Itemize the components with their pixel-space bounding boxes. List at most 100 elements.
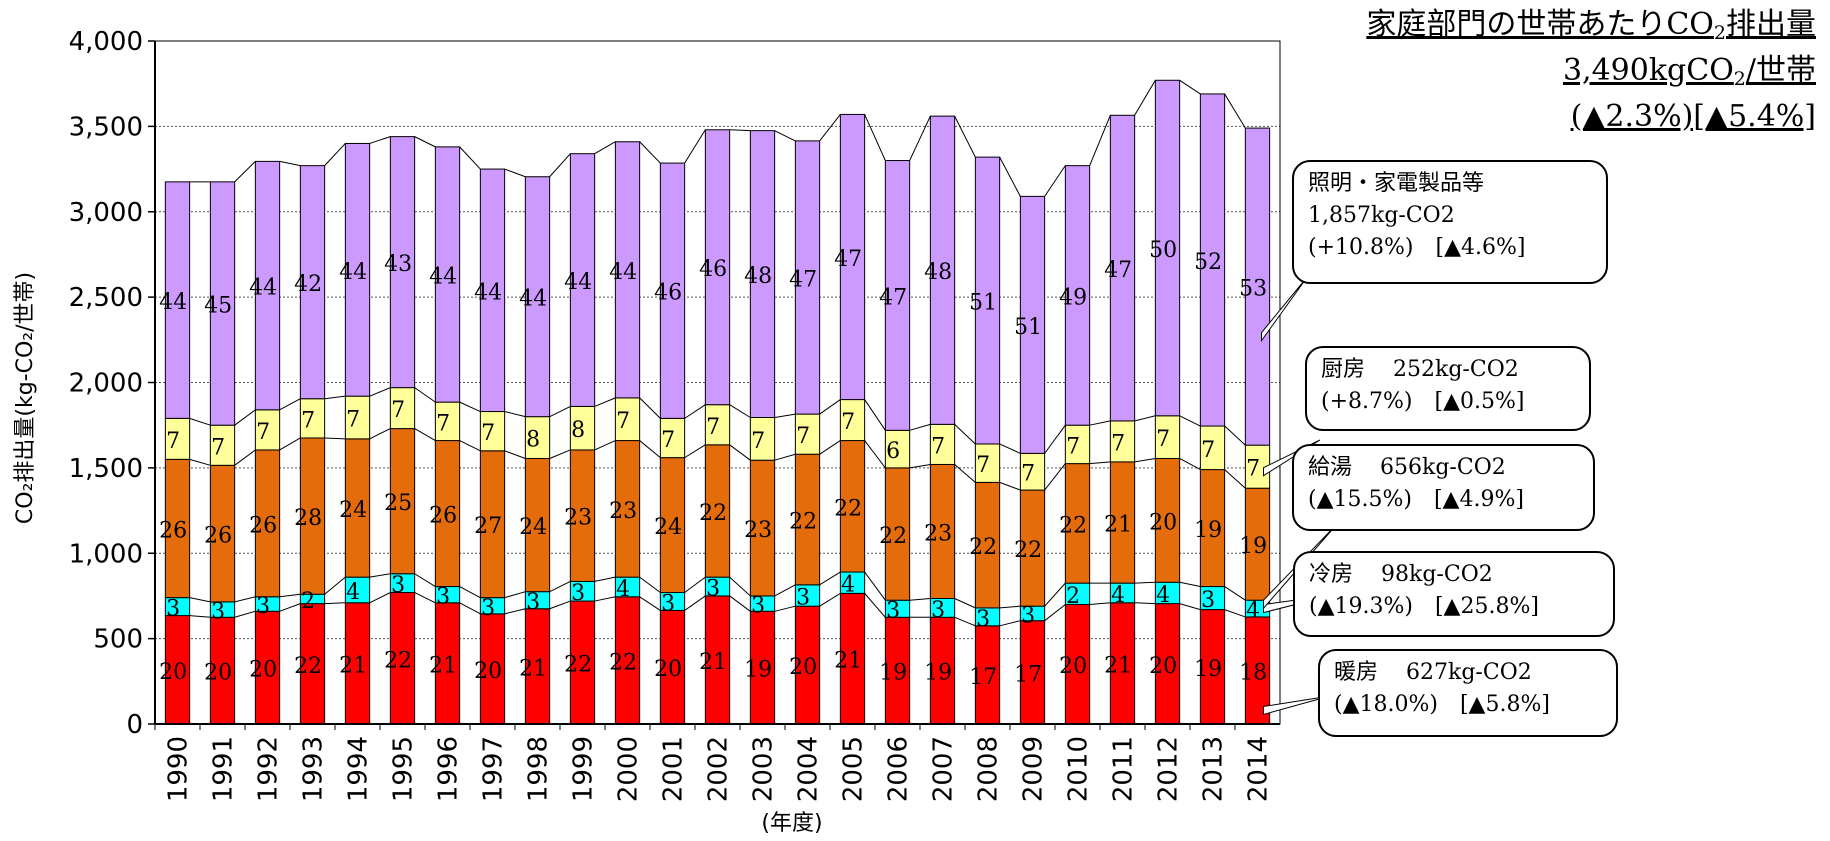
- connector-line: [639, 397, 661, 419]
- x-tick-label: 2000: [614, 736, 644, 802]
- connector-line: [639, 440, 661, 459]
- segment-label: 20: [789, 655, 817, 680]
- segment-label: 3: [706, 577, 720, 602]
- bar-segment: [1199, 425, 1226, 471]
- bar-segment: [299, 165, 326, 400]
- segment-label: 20: [654, 657, 682, 682]
- segment-label: 3: [796, 586, 810, 611]
- segment-label: 18: [1239, 660, 1267, 685]
- bar-segment: [794, 413, 821, 455]
- segment-label: 3: [661, 591, 675, 616]
- bar-segment: [1109, 461, 1136, 584]
- connector-line: [684, 576, 706, 593]
- title-line-1: 家庭部門の世帯あたりCO2排出量: [1366, 7, 1816, 44]
- segment-label: 44: [429, 265, 457, 290]
- connector-line: [414, 428, 436, 441]
- segment-label: 24: [339, 498, 367, 523]
- connector-line: [1179, 415, 1201, 427]
- connector-line: [1224, 93, 1246, 129]
- segment-label: 22: [699, 501, 727, 526]
- connector-line: [459, 146, 481, 170]
- segment-label: 2: [1066, 584, 1080, 609]
- connector-line: [729, 595, 751, 612]
- x-tick-label: 2012: [1154, 736, 1184, 802]
- connector-line: [1224, 609, 1246, 618]
- segment-label: 3: [526, 590, 540, 615]
- y-tick-label: 3,000: [69, 198, 143, 228]
- y-tick-label: 500: [93, 625, 143, 655]
- bar-segment: [659, 457, 686, 594]
- y-tick-label: 0: [126, 710, 143, 740]
- connector-line: [999, 620, 1021, 627]
- y-tick-label: 2,500: [69, 283, 143, 313]
- bar-segment: [434, 146, 461, 403]
- segment-label: 50: [1149, 238, 1177, 263]
- segment-labels: 2032674420326745203267442222874221424744…: [159, 238, 1267, 690]
- bar-segment: [1244, 127, 1271, 446]
- bar-segment: [974, 481, 1001, 609]
- bar-segment: [1064, 463, 1091, 584]
- connector-line: [369, 136, 391, 144]
- segment-label: 3: [751, 594, 765, 619]
- connector-line: [1044, 463, 1066, 491]
- segment-label: 48: [924, 260, 952, 285]
- segment-label: 8: [571, 418, 585, 443]
- connector-line: [729, 129, 751, 132]
- connector-line: [279, 603, 301, 612]
- bar-segment: [389, 428, 416, 575]
- x-tick-label: 2011: [1109, 736, 1139, 802]
- segment-label: 7: [1201, 438, 1215, 463]
- segment-label: 21: [1104, 653, 1132, 678]
- bar-segment: [884, 160, 911, 431]
- bar-segment: [614, 596, 641, 725]
- segment-label: 44: [249, 276, 277, 301]
- bar-segment: [389, 387, 416, 430]
- connector-line: [954, 616, 976, 627]
- y-tick-label: 2,000: [69, 369, 143, 399]
- connector-line: [1089, 602, 1111, 605]
- y-tick-label: 3,500: [69, 112, 143, 142]
- segment-label: 22: [609, 650, 637, 675]
- connector-line: [1089, 115, 1111, 166]
- bar-segment: [1109, 420, 1136, 463]
- segment-label: 48: [744, 264, 772, 289]
- bar-segment: [479, 450, 506, 599]
- bar-segment: [524, 416, 551, 459]
- connector-line: [999, 481, 1021, 491]
- segment-label: 23: [924, 521, 952, 546]
- segment-label: 7: [751, 429, 765, 454]
- segment-label: 3: [166, 597, 180, 622]
- x-tick-labels: 1990 1991 1992 1993 1994 1995 1996 1997 1998 1999…: [164, 736, 1274, 802]
- y-tick-labels: 0 500 1,000 1,500 2,000 2,500 3,000 3,500 4,000: [69, 27, 143, 740]
- segment-label: 23: [744, 518, 772, 543]
- bar-segment: [479, 613, 506, 725]
- segment-label: 3: [391, 573, 405, 598]
- segment-label: 22: [1014, 538, 1042, 563]
- connector-line: [999, 443, 1021, 454]
- bar-segment: [299, 437, 326, 595]
- connector-line: [369, 387, 391, 397]
- connector-line: [1224, 425, 1246, 446]
- connector-line: [189, 597, 211, 603]
- bar-segment: [524, 457, 551, 593]
- bar-segment: [929, 115, 956, 425]
- bar-segment: [1154, 415, 1181, 459]
- connector-line: [819, 592, 841, 607]
- segment-label: 23: [564, 506, 592, 531]
- connector-line: [324, 395, 346, 400]
- segment-label: 7: [211, 435, 225, 460]
- x-tick-label: 1997: [479, 736, 509, 802]
- connector-line: [1044, 424, 1066, 454]
- segment-label: 51: [1014, 315, 1042, 340]
- connector-line: [414, 387, 436, 403]
- bar-segment: [299, 603, 326, 725]
- bar-segment: [524, 176, 551, 418]
- bar-segment: [614, 397, 641, 442]
- segment-label: 7: [481, 421, 495, 446]
- bar-segment: [704, 444, 731, 578]
- segment-label: 47: [789, 267, 817, 292]
- bar-segment: [164, 181, 191, 419]
- connector-line: [909, 598, 931, 601]
- segment-label: 7: [931, 434, 945, 459]
- segment-label: 4: [346, 580, 360, 605]
